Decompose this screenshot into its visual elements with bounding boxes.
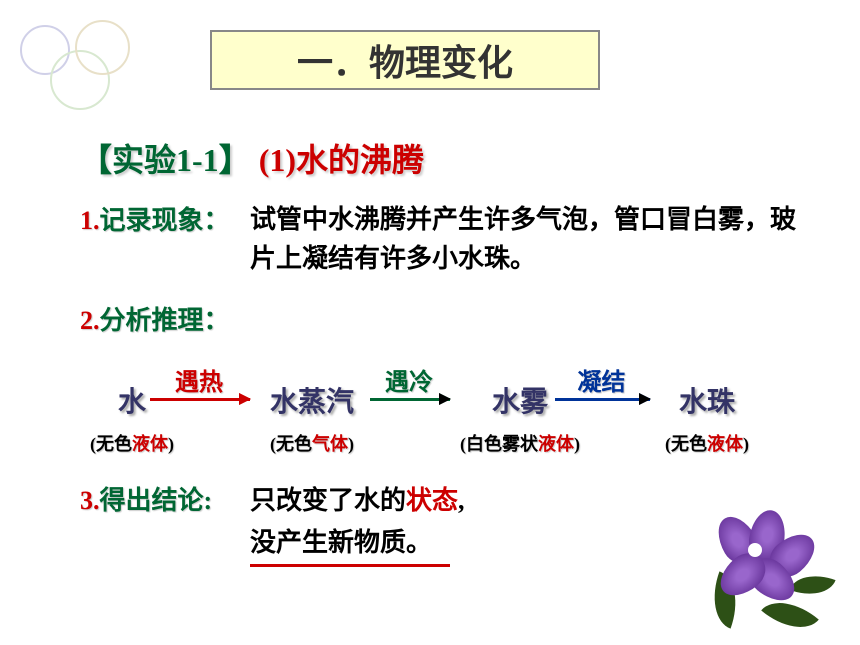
bracket-close: 】 [219, 142, 251, 178]
section-2-label: 2.分析推理： [80, 300, 230, 337]
flow-sub-1: (无色气体) [270, 430, 354, 456]
flow-arrow-1 [370, 398, 450, 401]
flow-main-3: 水珠 [665, 380, 749, 420]
subtitle-desc: 水的沸腾 [296, 142, 424, 178]
conclusion-red: 状态 [406, 486, 458, 515]
experiment-label: 实验1-1 [112, 142, 219, 178]
section-1-label: 1.记录现象： [80, 200, 230, 237]
flow-sub-3: (无色液体) [665, 430, 749, 456]
flow-arrow-0 [150, 398, 250, 401]
section-3-label: 3.得出结论: [80, 480, 212, 517]
flow-item-2: 水雾(白色雾状液体) [460, 380, 580, 456]
arrow-label-1: 遇冷 [385, 362, 433, 397]
bracket-open: 【 [80, 142, 112, 178]
conclusion-line1a: 只改变了水的 [250, 486, 406, 515]
subtitle: 【实验1-1】 (1)水的沸腾 [80, 135, 424, 181]
conclusion-text: 只改变了水的状态, 没产生新物质。 [250, 480, 465, 563]
conclusion-line2: 没产生新物质。 [250, 528, 432, 557]
conclusion-line1b: , [458, 486, 465, 515]
section-2-text: 分析推理： [100, 306, 230, 335]
section-1-num: 1. [80, 206, 100, 235]
flow-item-1: 水蒸汽 (无色气体) [270, 380, 354, 456]
flow-sub-0: (无色液体) [90, 430, 174, 456]
main-title: 一．物理变化 [210, 30, 600, 90]
section-3-num: 3. [80, 486, 100, 515]
flower-decoration [700, 505, 840, 635]
conclusion-underline [250, 564, 450, 567]
section-1-text: 记录现象： [100, 206, 230, 235]
arrow-label-2: 凝结 [578, 362, 626, 397]
flow-arrow-2 [555, 398, 650, 401]
flow-sub-2: (白色雾状液体) [460, 430, 580, 456]
flow-item-0: 水(无色液体) [90, 380, 174, 456]
section-3-text: 得出结论: [100, 486, 213, 515]
section-2-num: 2. [80, 306, 100, 335]
arrow-label-0: 遇热 [175, 362, 223, 397]
flow-main-1: 水蒸汽 [270, 380, 354, 420]
flow-item-3: 水珠 (无色液体) [665, 380, 749, 456]
section-1-description: 试管中水沸腾并产生许多气泡，管口冒白雾，玻片上凝结有许多小水珠。 [250, 200, 810, 278]
subtitle-number: (1) [259, 142, 296, 178]
